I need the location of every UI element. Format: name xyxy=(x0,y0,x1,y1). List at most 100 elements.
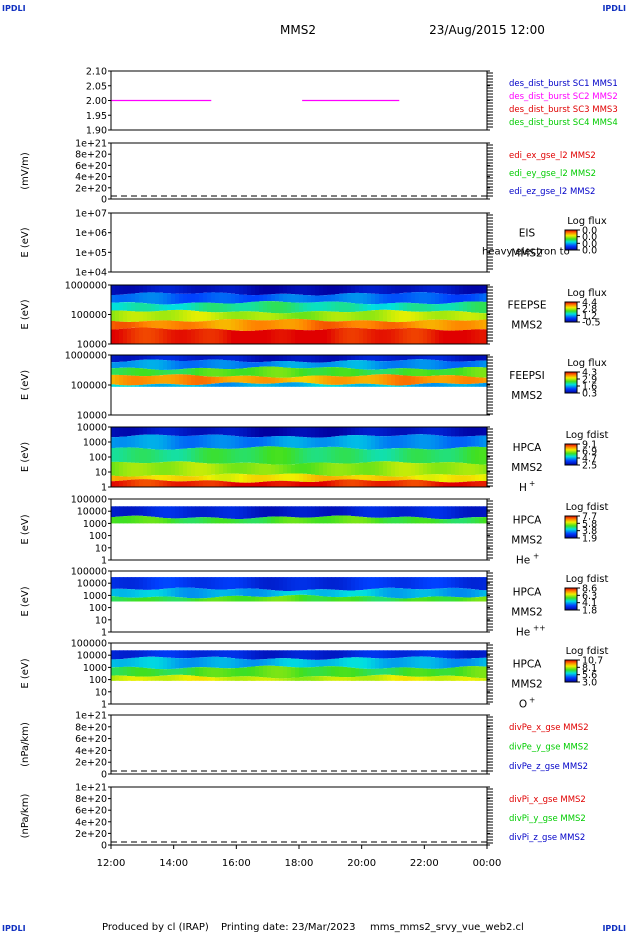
feepse-pixel-column xyxy=(271,329,276,344)
feepsi-pixel-column xyxy=(135,355,140,361)
feepse-pixel-column xyxy=(431,311,436,320)
hpca_he-pixel-column xyxy=(407,516,412,524)
hpca_h-pixel-column xyxy=(455,482,460,487)
hpca_he-pixel-column xyxy=(403,516,408,524)
feepsi-pixel-column xyxy=(339,360,344,368)
feepsi-pixel-column xyxy=(331,355,336,362)
hpca_h-pixel-column xyxy=(243,462,248,475)
hpca_he-pixel-column xyxy=(355,516,360,524)
hpca_hepp-pixel-column xyxy=(179,587,184,598)
hpca_hepp-pixel-column xyxy=(307,577,312,590)
feepsi-pixel-column xyxy=(163,360,168,370)
feepse-pixel-column xyxy=(171,304,176,310)
hpca_hepp-pixel-column xyxy=(443,577,448,589)
feepse-pixel-column xyxy=(395,322,400,329)
hpca_h-pixel-column xyxy=(167,427,172,436)
eis-spacecraft-label: MMS2 xyxy=(511,248,542,260)
feepse-pixel-column xyxy=(111,329,116,344)
hpca_hepp-pixel-column xyxy=(143,577,148,590)
feepse-pixel-column xyxy=(363,328,368,344)
edi-ytick-label: 2e+20 xyxy=(75,183,107,194)
hpca_hepp-pixel-column xyxy=(459,588,464,598)
feepsi-pixel-column xyxy=(139,384,144,387)
feepsi-pixel-column xyxy=(451,383,456,387)
feepsi-pixel-column xyxy=(415,359,420,369)
feepsi-ytick-label: 10000 xyxy=(77,411,107,422)
feepse-pixel-column xyxy=(263,285,268,295)
feepse-pixel-column xyxy=(351,320,356,328)
feepsi-pixel-column xyxy=(215,383,220,387)
feepsi-pixel-column xyxy=(291,377,296,383)
hpca_h-pixel-column xyxy=(387,448,392,462)
hpca_he-pixel-column xyxy=(235,506,240,519)
hpca_hepp-pixel-column xyxy=(283,591,288,596)
feepse-pixel-column xyxy=(139,285,144,293)
hpca_o-pixel-column xyxy=(451,675,456,681)
feepse-pixel-column xyxy=(343,327,348,344)
hpca_o-pixel-column xyxy=(135,657,140,668)
feepse-pixel-column xyxy=(339,301,344,312)
hpca_o-pixel-column xyxy=(331,650,336,659)
feepsi-pixel-column xyxy=(183,368,188,375)
feepsi-pixel-column xyxy=(463,355,468,362)
hpca_hepp-pixel-column xyxy=(423,577,428,590)
hpca_hepp-pixel-column xyxy=(415,589,420,598)
hpca_h-pixel-column xyxy=(159,434,164,450)
hpca_he-pixel-column xyxy=(327,506,332,516)
feepsi-pixel-column xyxy=(463,384,468,387)
hpca_o-pixel-column xyxy=(427,656,432,669)
feepse-pixel-column xyxy=(483,301,488,314)
feepse-pixel-column xyxy=(439,293,444,304)
feepsi-pixel-column xyxy=(371,360,376,370)
hpca_o-pixel-column xyxy=(247,676,252,681)
feepse-colorbar-tick-label: 2.8 xyxy=(582,304,597,315)
hpca_o-pixel-column xyxy=(439,650,444,658)
divpi-legend-entry: divPi_z_gse MMS2 xyxy=(509,833,585,843)
hpca_o-pixel-column xyxy=(299,659,304,668)
hpca_hepp-pixel-column xyxy=(363,596,368,602)
feepsi-pixel-column xyxy=(119,361,124,368)
hpca_o-pixel-column xyxy=(223,657,228,669)
hpca_hepp-pixel-column xyxy=(187,577,192,588)
hpca_hepp-pixel-column xyxy=(347,596,352,602)
feepsi-pixel-column xyxy=(239,355,244,362)
hpca_o-pixel-column xyxy=(159,650,164,658)
feepse-pixel-column xyxy=(451,310,456,321)
feepsi-pixel-column xyxy=(215,359,220,369)
hpca_hepp-ytick-label: 100000 xyxy=(71,567,107,578)
feepse-pixel-column xyxy=(207,320,212,329)
feepsi-pixel-column xyxy=(143,359,148,369)
hpca_he-pixel-column xyxy=(203,517,208,524)
feepsi-pixel-column xyxy=(399,385,404,387)
hpca_he-pixel-column xyxy=(167,506,172,519)
feepse-pixel-column xyxy=(259,312,264,321)
feepsi-pixel-column xyxy=(419,369,424,377)
feepsi-pixel-column xyxy=(391,360,396,369)
hpca_hepp-pixel-column xyxy=(319,577,324,590)
feepsi-pixel-column xyxy=(271,377,276,384)
hpca_he-pixel-column xyxy=(183,506,188,519)
hpca_he-species-label: He xyxy=(516,554,530,566)
hpca_h-pixel-column xyxy=(443,482,448,487)
hpca_he-pixel-column xyxy=(199,506,204,518)
hpca_he-pixel-column xyxy=(223,506,228,519)
feepse-pixel-column xyxy=(371,320,376,329)
feepse-pixel-column xyxy=(447,285,452,295)
hpca_hepp-pixel-column xyxy=(367,577,372,590)
hpca_hepp-pixel-column xyxy=(419,577,424,590)
hpca_h-pixel-column xyxy=(371,427,376,436)
feepse-pixel-column xyxy=(339,321,344,328)
hpca_hepp-pixel-column xyxy=(231,589,236,596)
feepsi-pixel-column xyxy=(335,376,340,385)
hpca_h-pixel-column xyxy=(251,427,256,438)
hpca_hepp-pixel-column xyxy=(211,577,216,590)
feepsi-pixel-column xyxy=(459,361,464,368)
hpca_h-ytick-label: 1000 xyxy=(83,438,107,449)
hpca_o-pixel-column xyxy=(339,658,344,667)
hpca_hepp-pixel-column xyxy=(259,577,264,589)
feepse-pixel-column xyxy=(179,285,184,294)
hpca_o-pixel-column xyxy=(303,667,308,677)
feepse-pixel-column xyxy=(335,328,340,344)
feepsi-pixel-column xyxy=(323,362,328,368)
hpca_o-pixel-column xyxy=(207,656,212,668)
